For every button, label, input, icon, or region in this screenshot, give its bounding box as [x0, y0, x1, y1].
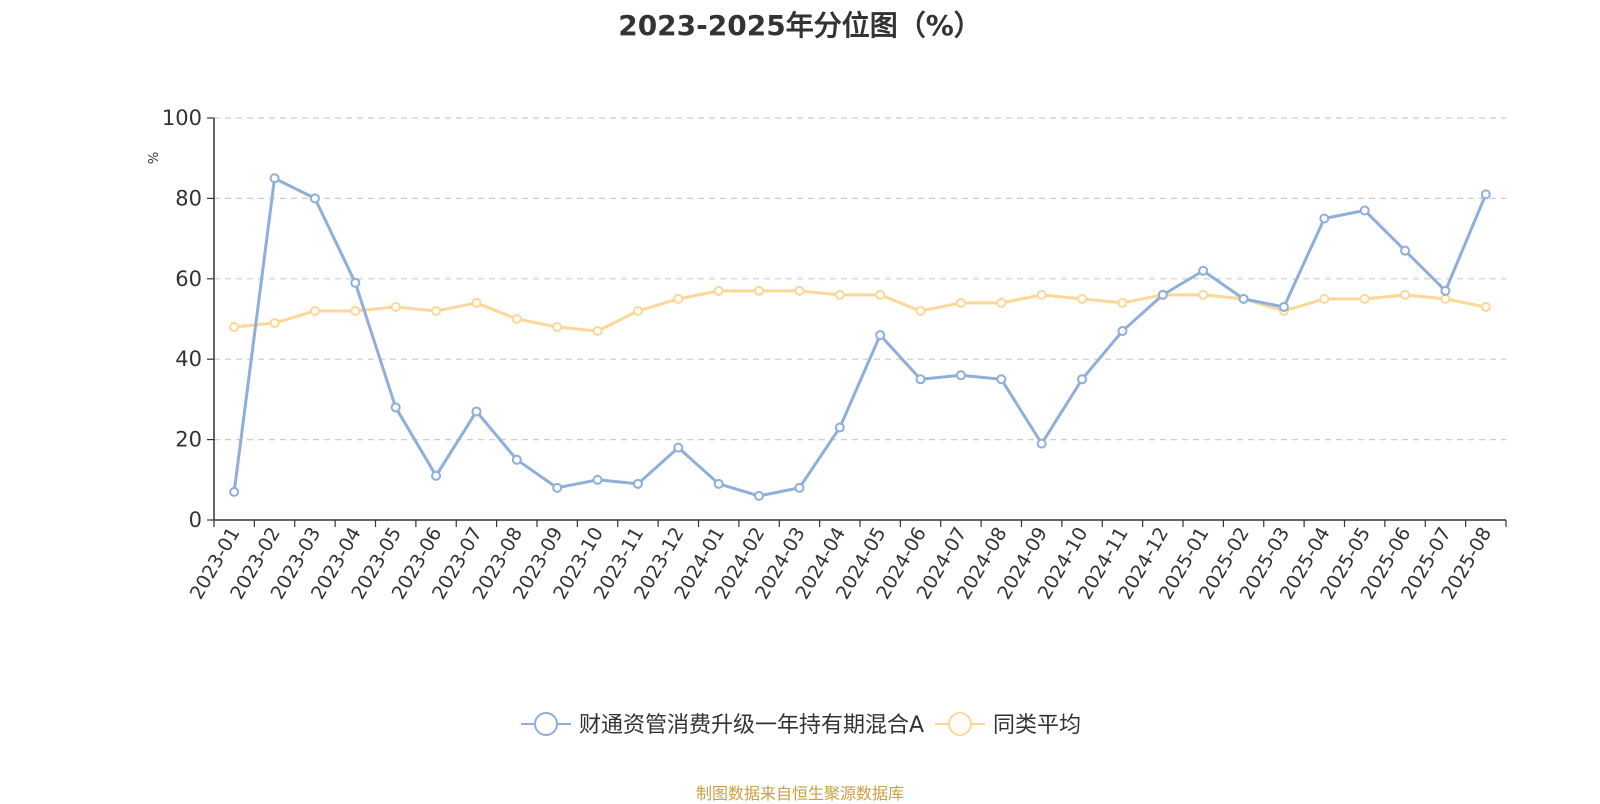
series — [229, 173, 1491, 501]
data-point — [1480, 189, 1491, 200]
grid-lines — [214, 117, 1506, 441]
data-point — [471, 297, 482, 308]
data-point — [1359, 205, 1370, 216]
data-point — [915, 374, 926, 385]
data-point — [1440, 293, 1451, 304]
legend-item[interactable]: 同类平均 — [935, 712, 1081, 738]
y-tick-label: 20 — [175, 428, 202, 452]
series-lines — [229, 173, 1491, 501]
data-point — [511, 314, 522, 324]
series-line — [232, 176, 1488, 498]
data-point — [350, 277, 361, 288]
axes — [213, 118, 1506, 521]
data-point — [552, 482, 563, 493]
data-point — [673, 293, 684, 304]
legend-symbol-circle — [534, 712, 558, 736]
y-tick-label: 100 — [162, 106, 202, 130]
x-tick-labels: 2023-012023-022023-032023-042023-052023-… — [186, 520, 1507, 603]
data-point — [673, 442, 684, 453]
y-tick-label: 60 — [175, 267, 202, 291]
series-line — [234, 289, 1487, 333]
data-point — [229, 486, 240, 497]
series — [229, 285, 1491, 337]
data-point — [713, 478, 724, 489]
chart-title: 2023-2025年分位图（%） — [618, 9, 982, 42]
data-point — [390, 402, 401, 413]
data-point — [632, 478, 643, 489]
data-point — [309, 193, 320, 204]
data-point — [1117, 297, 1128, 308]
y-tick-labels: 0 20 40 60 80 100 — [162, 106, 214, 532]
data-point — [996, 297, 1007, 308]
data-point — [834, 289, 845, 300]
data-point — [1117, 326, 1128, 337]
data-point — [1400, 245, 1411, 256]
data-point — [955, 370, 966, 381]
data-point — [794, 482, 805, 493]
data-point — [1077, 293, 1088, 304]
data-point — [915, 305, 926, 316]
data-point — [431, 305, 442, 316]
data-point — [269, 318, 280, 329]
data-point — [269, 173, 280, 184]
data-point — [552, 322, 563, 333]
data-point — [1198, 289, 1209, 300]
data-point — [350, 305, 361, 316]
data-point — [875, 289, 886, 300]
data-point — [1359, 293, 1370, 304]
data-point — [592, 474, 603, 485]
data-point — [390, 301, 401, 312]
data-point — [632, 305, 643, 316]
y-axis-unit-label: % — [147, 152, 162, 164]
legend-symbol-circle — [948, 712, 972, 736]
data-point — [1198, 265, 1209, 276]
data-point — [754, 285, 765, 296]
data-point — [471, 406, 482, 417]
data-point — [875, 330, 886, 341]
legend-label: 财通资管消费升级一年持有期混合A — [579, 713, 924, 738]
data-point — [1077, 374, 1088, 385]
data-point — [754, 490, 765, 501]
data-point — [1319, 293, 1330, 304]
data-point — [1400, 289, 1411, 300]
data-point — [1319, 213, 1330, 224]
y-tick-label: 80 — [175, 186, 202, 210]
y-tick-label: 40 — [175, 347, 202, 371]
data-point — [592, 326, 603, 337]
data-point — [431, 470, 442, 481]
data-point — [309, 305, 320, 316]
data-point — [1480, 301, 1491, 312]
data-point — [834, 422, 845, 433]
legend-label: 同类平均 — [993, 713, 1081, 738]
data-point — [1238, 293, 1249, 304]
legend[interactable]: 财通资管消费升级一年持有期混合A 同类平均 — [521, 712, 1081, 738]
data-point — [996, 374, 1007, 385]
data-point — [229, 322, 240, 333]
data-point — [1157, 289, 1168, 300]
data-point — [713, 285, 724, 296]
data-point — [1440, 285, 1451, 296]
legend-item[interactable]: 财通资管消费升级一年持有期混合A — [521, 712, 924, 738]
data-point — [794, 285, 805, 296]
y-tick-label: 0 — [189, 508, 202, 532]
data-point — [1036, 438, 1047, 449]
data-point — [955, 297, 966, 308]
data-point — [511, 454, 522, 465]
data-point — [1278, 301, 1289, 312]
data-point — [1036, 289, 1047, 300]
source-note: 制图数据来自恒生聚源数据库 — [695, 784, 904, 803]
